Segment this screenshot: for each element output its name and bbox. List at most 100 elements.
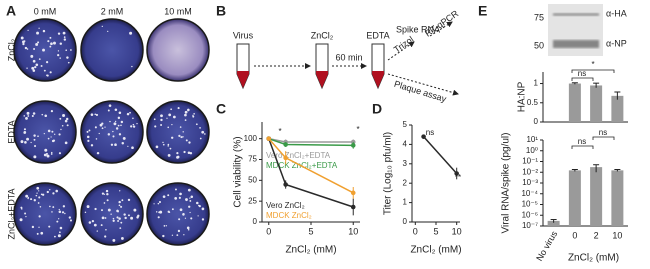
plaque (44, 148, 48, 152)
plaque (59, 231, 61, 234)
plaque (179, 192, 182, 196)
plaque (137, 214, 140, 218)
plaque (47, 40, 50, 43)
plaque (91, 220, 95, 223)
plaque (88, 221, 92, 224)
plaque (192, 115, 195, 118)
plaque (127, 214, 130, 217)
series-label: MDCK ZnCl₂ (266, 211, 312, 220)
plaque (112, 217, 115, 220)
plaque (204, 133, 206, 135)
plaque (183, 234, 185, 236)
plaque (59, 226, 63, 230)
plaque (129, 111, 131, 114)
annotation: ns (599, 128, 607, 137)
panel-label: E (478, 3, 487, 19)
plaque (20, 36, 24, 40)
plaque (35, 63, 39, 67)
blot-band (553, 13, 599, 16)
plaque (120, 120, 124, 124)
plaque (157, 216, 160, 219)
plaque (160, 124, 163, 126)
y-tick-label: 1 (403, 198, 408, 207)
plaque (177, 229, 181, 233)
marker (421, 134, 426, 139)
plaque (101, 216, 105, 220)
y-tick-label: 100 (244, 134, 258, 143)
plaque (109, 120, 111, 123)
plaque (167, 210, 170, 213)
plaque (153, 203, 155, 205)
plaque (32, 69, 36, 72)
plaque (104, 217, 107, 219)
plaque (179, 208, 183, 212)
plaque (96, 151, 100, 155)
bar (547, 220, 560, 226)
plaque (95, 113, 99, 116)
plaque (201, 207, 205, 211)
plaque (69, 219, 73, 222)
bar (611, 95, 624, 122)
plaque (188, 141, 191, 144)
plaque (107, 133, 111, 136)
plaque (30, 198, 33, 201)
plaque (33, 199, 36, 202)
plaque (162, 234, 165, 238)
marker (266, 136, 272, 141)
plaque (188, 205, 191, 208)
plaque (101, 192, 105, 195)
marker (283, 182, 288, 187)
plaque (189, 152, 193, 155)
plaque (43, 69, 46, 72)
plaque (38, 27, 40, 29)
plaque (133, 208, 137, 212)
plaque (197, 215, 199, 217)
plaque (162, 143, 165, 146)
plaque (120, 124, 122, 127)
plaque (24, 141, 27, 144)
plaque (63, 36, 66, 38)
plaque (31, 114, 34, 118)
step-label: 60 min (335, 52, 362, 62)
bracket (592, 136, 615, 140)
plaque (38, 226, 40, 228)
plaque (118, 200, 121, 204)
marker (454, 171, 459, 176)
marker (283, 155, 288, 161)
plaque (37, 41, 40, 44)
plaque (157, 202, 160, 205)
plaque (177, 107, 180, 110)
step-label: RT-qPCR (423, 8, 461, 38)
plaque (120, 221, 123, 224)
plaque (26, 137, 30, 141)
plaque (19, 218, 23, 222)
blot-band (553, 40, 599, 48)
plaque (20, 140, 24, 144)
plaque (167, 153, 171, 157)
plaque (163, 225, 166, 227)
column-header: 2 mM (101, 6, 124, 16)
series-line (423, 136, 458, 175)
plaque (201, 130, 205, 134)
bar (590, 167, 603, 226)
bar (611, 170, 624, 226)
plaque (49, 205, 51, 208)
y-tick-label: 10⁻⁵ (522, 200, 538, 209)
y-tick-label: 5 (403, 120, 408, 129)
plaque (23, 115, 26, 117)
plaque (64, 119, 68, 123)
plaque (107, 30, 109, 33)
plaque (86, 130, 89, 133)
plaque (126, 112, 130, 116)
plaque (201, 218, 205, 221)
plaque (59, 42, 63, 45)
y-tick-label: 0.5 (527, 98, 539, 107)
plaque (118, 133, 122, 136)
series-label: Vero ZnCl₂ (266, 201, 305, 210)
plaque (187, 151, 191, 155)
plaque (131, 65, 133, 68)
series-line (268, 137, 354, 143)
plaque (26, 111, 30, 115)
annotation: * (591, 60, 594, 69)
